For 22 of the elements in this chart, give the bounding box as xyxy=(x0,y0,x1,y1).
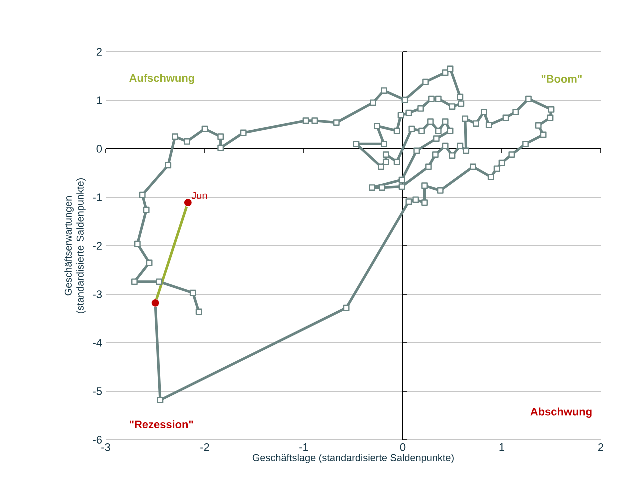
y-tick-label: 0 xyxy=(96,145,102,153)
x-tick-label: -1 xyxy=(300,444,308,452)
y-tick-label: 2 xyxy=(96,48,102,56)
annotation: "Boom" xyxy=(542,75,582,83)
x-tick-label: 0 xyxy=(400,444,406,452)
y-tick-label: 1 xyxy=(97,96,102,104)
x-tick-label: -3 xyxy=(102,444,110,452)
x-axis-title: Geschäftslage (standardisierte Saldenpunkte) xyxy=(252,454,454,464)
y-tick-label: -2 xyxy=(93,242,102,250)
x-tick-label: -2 xyxy=(200,444,210,452)
y-tick-label: -6 xyxy=(93,436,102,444)
x-tick-label: 2 xyxy=(598,444,604,452)
annotation: Abschwung xyxy=(530,408,592,418)
y-axis-title: Geschäftserwartungen (standardisierte Saldenpunkte) xyxy=(64,178,86,314)
annotation: Aufschwung xyxy=(130,74,194,84)
x-tick-label: 1 xyxy=(500,444,505,452)
annotation: "Rezession" xyxy=(130,420,194,429)
y-tick-label: -1 xyxy=(93,194,102,202)
y-tick-label: -4 xyxy=(93,339,102,347)
y-tick-label: -5 xyxy=(93,388,102,396)
annotation: Jun xyxy=(192,192,208,200)
y-tick-label: -3 xyxy=(93,290,102,298)
